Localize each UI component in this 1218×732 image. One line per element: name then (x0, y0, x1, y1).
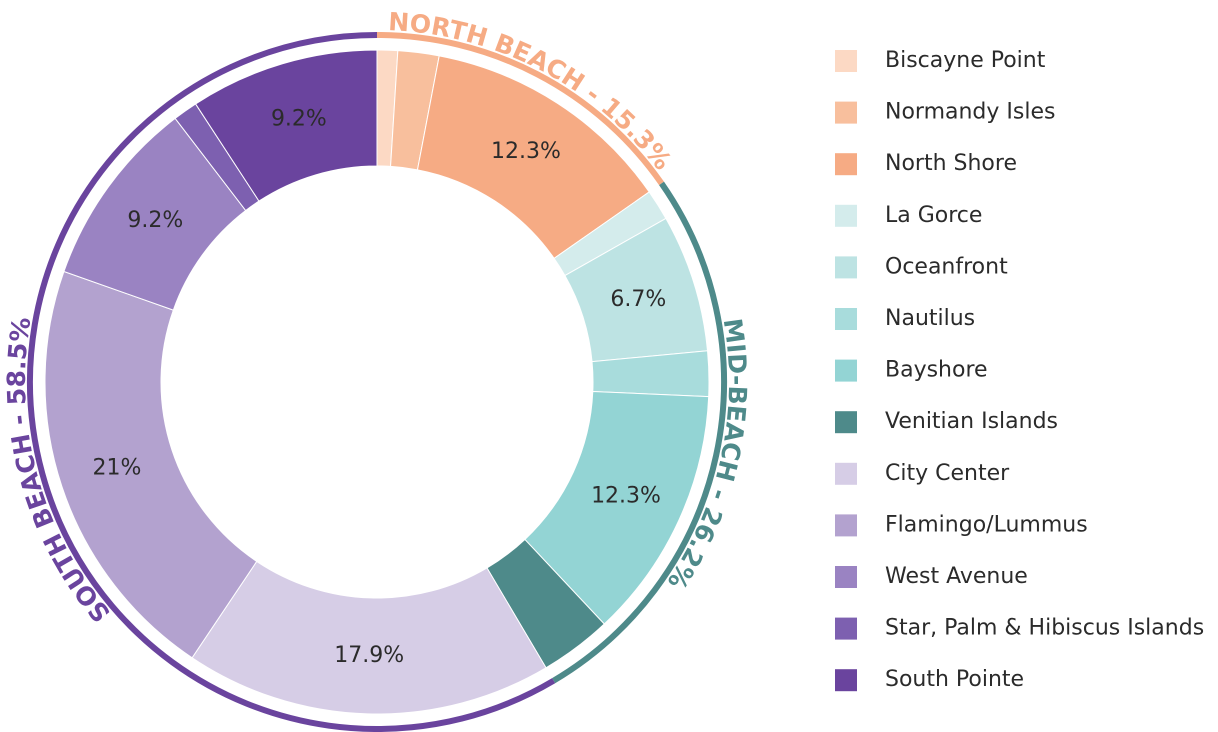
legend-label: West Avenue (885, 564, 1028, 589)
legend-swatch (835, 514, 857, 537)
legend-label: North Shore (885, 151, 1017, 176)
legend-swatch (835, 462, 857, 485)
legend-swatch (835, 204, 857, 227)
legend-label: Venitian Islands (885, 409, 1058, 434)
group-arc (376, 32, 664, 186)
legend-swatch (835, 566, 857, 588)
legend-label: Biscayne Point (885, 48, 1046, 73)
legend-swatch (835, 50, 857, 72)
legend-swatch (835, 617, 857, 640)
segment-label: 9.2% (271, 106, 327, 131)
legend-label: La Gorce (885, 203, 982, 228)
legend-label: Normandy Isles (885, 100, 1055, 125)
segment-label: 9.2% (127, 208, 183, 233)
legend-label: Star, Palm & Hibiscus Islands (885, 616, 1204, 641)
donut-segment (44, 270, 258, 659)
legend-swatch (835, 359, 857, 382)
legend-swatch (835, 411, 857, 434)
legend-label: City Center (885, 461, 1010, 486)
segment-label: 17.9% (334, 643, 404, 668)
segment-label: 12.3% (591, 483, 661, 508)
segment-label: 6.7% (610, 287, 666, 312)
legend-swatch (835, 153, 857, 176)
legend-swatch (835, 256, 857, 279)
legend-label: Flamingo/Lummus (885, 512, 1088, 537)
segment-label: 12.3% (491, 139, 561, 164)
group-arc (27, 32, 556, 732)
legend-label: Nautilus (885, 306, 975, 331)
legend-swatch (835, 101, 857, 124)
donut-segment (191, 560, 547, 715)
legend-label: Oceanfront (885, 254, 1008, 279)
legend-label: South Pointe (885, 667, 1024, 692)
segment-label: 21% (92, 455, 141, 480)
donut-segment (194, 49, 378, 202)
group-arc (552, 181, 727, 684)
legend-swatch (835, 308, 857, 330)
legend-label: Bayshore (885, 358, 988, 383)
legend-swatch (835, 669, 857, 692)
